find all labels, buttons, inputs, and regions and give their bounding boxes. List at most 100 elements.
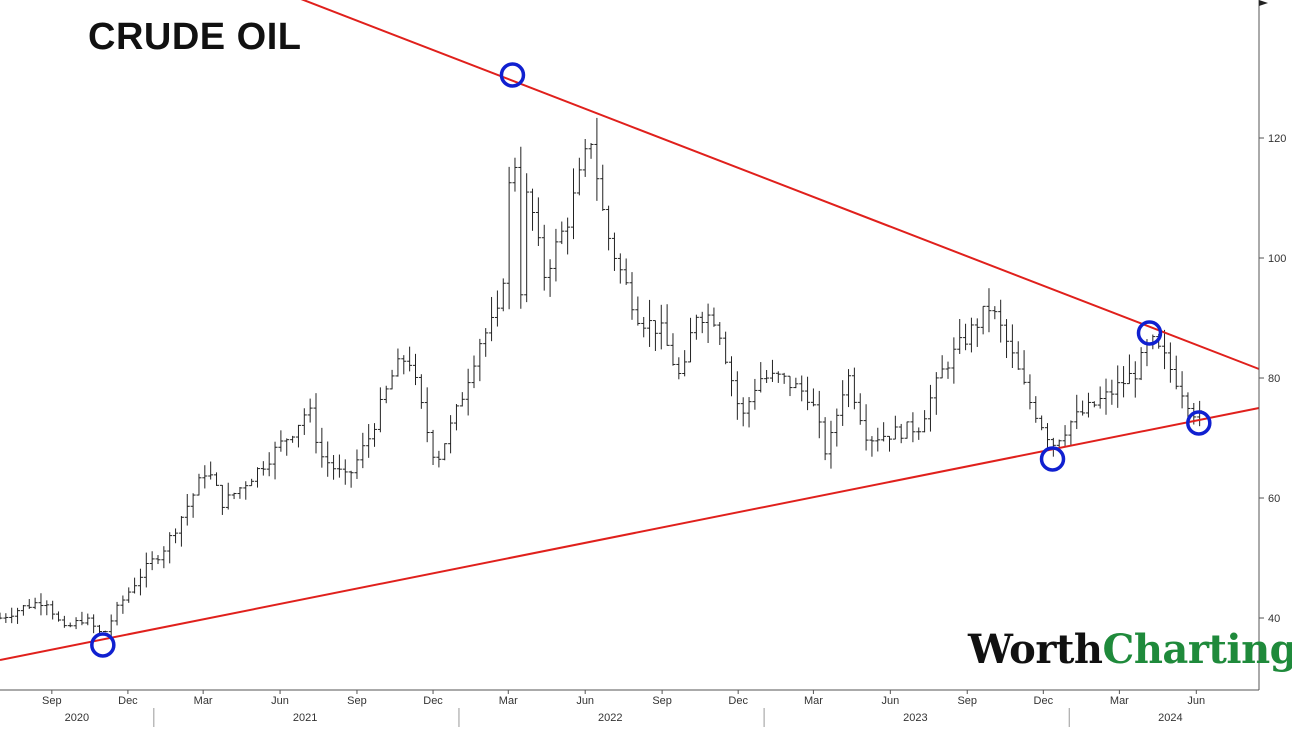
ohlc-bar [851,367,857,410]
ohlc-bar [231,492,237,500]
ohlc-bar [588,143,594,159]
ohlc-bar [307,398,313,423]
ohlc-bar [957,319,963,354]
ohlc-bar [354,449,360,479]
y-axis-arrow [1259,0,1268,6]
ohlc-bar [933,372,939,415]
y-tick-label: 60 [1268,493,1280,505]
ohlc-bar [886,435,892,452]
ohlc-bar [1173,355,1179,390]
ohlc-bar [1109,379,1115,405]
ohlc-bar [945,361,951,379]
ohlc-bar [787,375,793,397]
ohlc-bar [576,157,582,196]
y-tick-label: 100 [1268,253,1286,265]
ohlc-bar [647,299,653,347]
ohlc-bar [1121,366,1127,398]
ohlc-bar [15,607,21,624]
ohlc-bar [834,408,840,447]
ohlc-bar [881,422,887,442]
ohlc-bar [243,481,249,500]
ohlc-bar [535,197,541,246]
ohlc-bar [758,362,764,393]
ohlc-bar [9,607,15,624]
logo-word-worth: Worth [968,626,1103,673]
ohlc-bar [506,166,512,310]
ohlc-bar [114,601,120,626]
ohlc-bar [553,228,559,282]
trendline-lower [0,407,1260,661]
ohlc-bar [974,318,980,347]
ohlc-bar [336,454,342,478]
ohlc-bar [79,611,85,626]
x-tick-label: Jun [881,695,899,707]
ohlc-bar [1162,329,1168,370]
ohlc-bar [810,388,816,407]
ohlc-bar [377,387,383,433]
ohlc-bar [606,205,612,251]
ohlc-bar [372,423,378,447]
ohlc-bar [1044,423,1050,448]
ohlc-bar [430,429,436,466]
ohlc-bar [448,415,454,454]
x-tick-label: Jun [271,695,289,707]
ohlc-bar [623,258,629,285]
ohlc-bar [617,253,623,284]
ohlc-bar [465,368,471,416]
ohlc-bar [254,467,260,488]
ohlc-bar [278,430,284,452]
ohlc-bar [530,188,536,231]
ohlc-bar [723,331,729,365]
chart-title: CRUDE OIL [88,16,302,58]
ohlc-bar [1074,394,1080,430]
ohlc-bar [705,303,711,343]
ohlc-bar [863,404,869,451]
ohlc-bar [1185,392,1191,420]
ohlc-bar [629,272,635,320]
trendline-upper [300,0,1260,370]
ohlc-bar [424,387,430,443]
ohlc-bar [459,392,465,407]
ohlc-bar [407,346,413,372]
x-tick-label: Dec [1034,695,1054,707]
ohlc-bar [120,595,126,614]
ohlc-bar [161,546,167,569]
ohlc-bar [1138,347,1144,381]
ohlc-bar [471,355,477,389]
ohlc-bar [1027,374,1033,410]
ohlc-bar [916,427,922,440]
ohlc-bar [846,369,852,408]
ohlc-bar [225,482,231,510]
touch-point-marker [1186,410,1212,436]
ohlc-bar [518,146,524,309]
x-year-label: 2023 [903,712,927,724]
ohlc-bar [670,333,676,366]
x-tick-label: Sep [957,695,977,707]
ohlc-bar [108,614,114,638]
ohlc-bar [676,357,682,380]
ohlc-bar [44,600,50,616]
ohlc-bar [904,421,910,439]
ohlc-bar [1068,420,1074,446]
ohlc-bar [541,224,547,291]
ohlc-bar [26,599,32,609]
ohlc-bar [559,221,565,245]
ohlc-bar [61,615,67,628]
ohlc-bar [828,420,834,469]
ohlc-bar [32,597,38,610]
ohlc-bar [348,470,354,488]
ohlc-bar [190,493,196,518]
ohlc-bar [313,393,319,454]
ohlc-bar [219,484,225,515]
ohlc-bar [360,432,366,469]
ohlc-bar [67,622,73,628]
ohlc-bar [898,423,904,444]
ohlc-bar [208,461,214,480]
ohlc-bar [1033,396,1039,423]
ohlc-bar [196,473,202,496]
ohlc-bar [137,568,143,596]
ohlc-bar [869,436,875,457]
ohlc-bar [489,296,495,342]
ohlc-bar [688,317,694,363]
ohlc-bar [980,305,986,335]
